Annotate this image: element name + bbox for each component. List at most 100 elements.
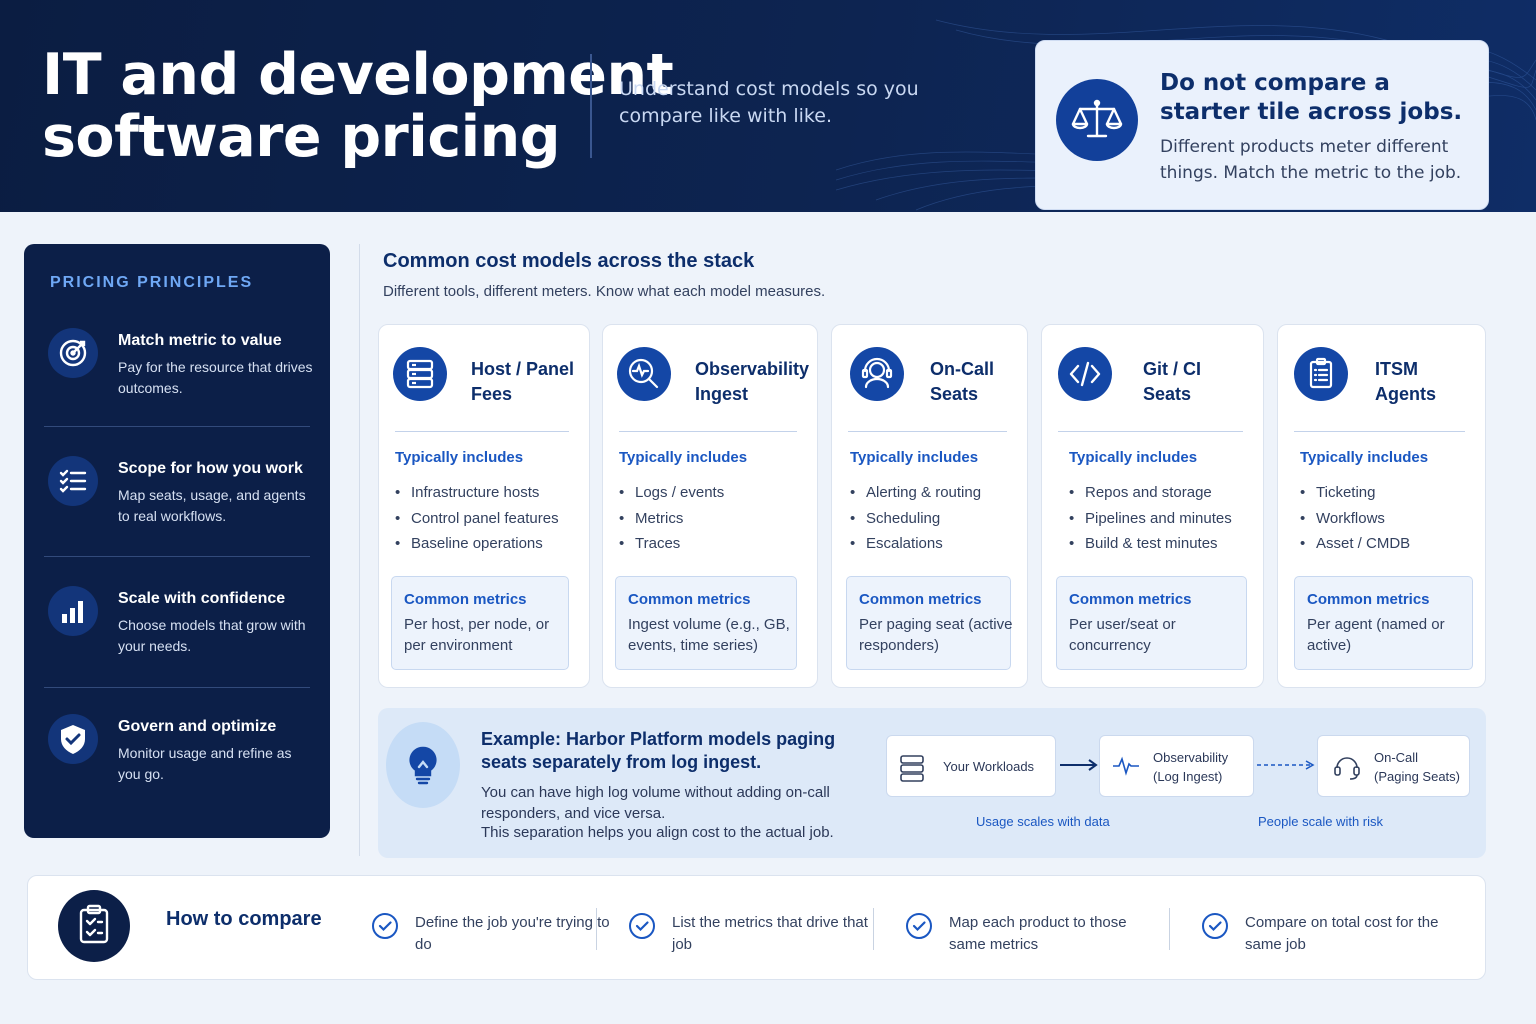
list-item: Build & test minutes [1069,531,1232,557]
headset-icon [1334,757,1360,780]
card-title-line: On-Call [930,359,995,379]
divider [619,431,797,432]
metrics-box: Common metrics Ingest volume (e.g., GB, … [615,576,797,670]
list-item: Asset / CMDB [1300,531,1410,557]
divider [1169,908,1170,950]
principle-title: Match metric to value [118,332,282,349]
card-title-line: Agents [1375,384,1437,404]
card-title: ITSM Agents [1375,357,1436,407]
pulse-icon [1113,756,1139,776]
cost-model-card-host-panel: Host / Panel Fees Typically includes Infr… [378,324,590,688]
includes-list: Infrastructure hosts Control panel featu… [395,480,559,557]
callout-text: Different products meter different thing… [1160,137,1462,183]
target-icon [48,328,98,378]
includes-list: Ticketing Workflows Asset / CMDB [1300,480,1410,557]
models-title: Common cost models across the stack [383,250,755,272]
includes-label: Typically includes [395,449,524,466]
server-icon [900,755,924,782]
list-item: Alerting & routing [850,480,981,506]
divider [395,431,569,432]
principle-text: Pay for the resource that drives outcome… [118,359,313,396]
card-title-line: Observability [695,359,810,379]
list-item: Scheduling [850,506,981,532]
header-divider [590,54,592,158]
includes-label: Typically includes [619,449,748,466]
clipboard-check-icon [58,890,130,962]
shield-check-icon [48,714,98,764]
panel-label: PRICING PRINCIPLES [50,274,254,291]
divider [44,687,310,688]
divider [596,908,597,950]
callout-card: Do not compare a starter tile across job… [1035,40,1489,210]
list-item: Metrics [619,506,724,532]
card-title: On-Call Seats [930,357,994,407]
metrics-value: Ingest volume (e.g., GB, events, time se… [628,616,790,654]
includes-list: Repos and storage Pipelines and minutes … [1069,480,1232,557]
page-subtitle: Understand cost models so you compare li… [619,78,919,127]
clipboard-list-icon [1294,347,1348,401]
section-divider [359,244,360,856]
list-item: Ticketing [1300,480,1410,506]
list-item: Escalations [850,531,981,557]
metrics-box: Common metrics Per user/seat or concurre… [1056,576,1247,670]
card-title: Git / CI Seats [1143,357,1201,407]
check-circle-icon [372,913,398,939]
lightbulb-icon [386,722,460,808]
code-icon [1058,347,1112,401]
step-text: Define the job you're trying to do [415,914,610,953]
step-text: List the metrics that drive that job [672,914,868,953]
list-item: Baseline operations [395,531,559,557]
flow-box-label-line: On-Call [1374,750,1419,765]
includes-label: Typically includes [1069,449,1198,466]
page-title: IT and development software pricing [42,44,674,168]
divider [1294,431,1465,432]
metrics-label: Common metrics [628,591,751,608]
list-item: Infrastructure hosts [395,480,559,506]
metrics-box: Common metrics Per agent (named or activ… [1294,576,1473,670]
flow-box-label: On-Call (Paging Seats) [1374,748,1460,786]
list-item: Logs / events [619,480,724,506]
principle-text: Map seats, usage, and agents to real wor… [118,487,306,524]
pricing-principles-panel: PRICING PRINCIPLES Match metric to value… [24,244,330,838]
flow-box-label-line: (Paging Seats) [1374,769,1460,784]
divider [44,556,310,557]
divider [873,908,874,950]
divider [848,431,1007,432]
flow-caption-usage: Usage scales with data [976,814,1110,829]
step-text: Compare on total cost for the same job [1245,914,1439,953]
flow-caption-people: People scale with risk [1258,814,1383,829]
list-item: Pipelines and minutes [1069,506,1232,532]
card-title-line: Fees [471,384,513,404]
metrics-value: Per user/seat or concurrency [1069,616,1176,654]
flow-box-label-line: (Log Ingest) [1153,769,1223,784]
metrics-label: Common metrics [1307,591,1430,608]
flow-box-label: Your Workloads [943,759,1035,774]
checklist-icon [48,456,98,506]
list-item: Workflows [1300,506,1410,532]
flow-box-label: Observability (Log Ingest) [1153,748,1228,786]
flow-box-observability: Observability (Log Ingest) [1099,735,1254,797]
card-title: Host / Panel Fees [471,357,574,407]
card-title-line: Seats [930,384,979,404]
callout-title: Do not compare a starter tile across job… [1160,70,1463,125]
compare-title: How to compare [166,908,322,930]
example-panel: Example: Harbor Platform models paging s… [378,708,1486,858]
step-text: Map each product to those same metrics [949,914,1127,953]
scales-icon [1056,79,1138,161]
cost-model-card-itsm: ITSM Agents Typically includes Ticketing … [1277,324,1486,688]
metrics-value: Per agent (named or active) [1307,616,1445,654]
includes-list: Logs / events Metrics Traces [619,480,724,557]
how-to-compare-panel: How to compare Define the job you're try… [27,875,1486,980]
check-circle-icon [1202,913,1228,939]
includes-label: Typically includes [1300,449,1429,466]
includes-list: Alerting & routing Scheduling Escalation… [850,480,981,557]
metrics-box: Common metrics Per host, per node, or pe… [391,576,569,670]
models-subtitle: Different tools, different meters. Know … [383,283,826,300]
list-item: Traces [619,531,724,557]
list-item: Repos and storage [1069,480,1232,506]
metrics-label: Common metrics [1069,591,1192,608]
divider [44,426,310,427]
principle-title: Govern and optimize [118,718,277,735]
metrics-label: Common metrics [404,591,527,608]
principle-title: Scale with confidence [118,590,286,607]
